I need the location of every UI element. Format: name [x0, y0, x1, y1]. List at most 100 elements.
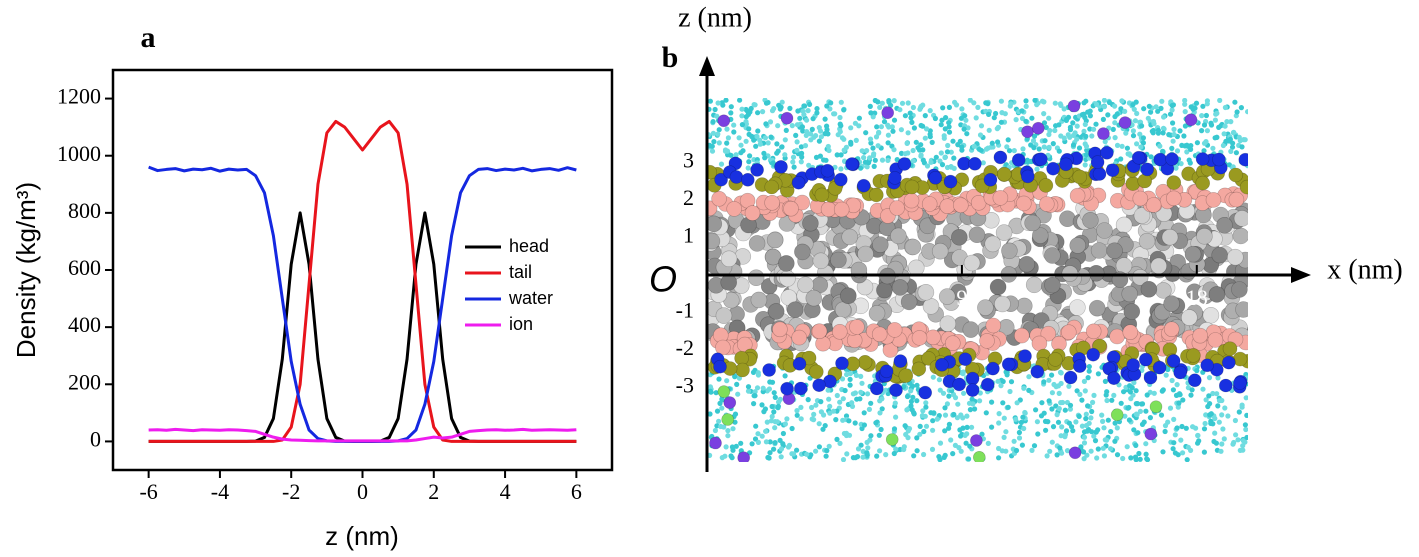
choline-bead — [983, 173, 998, 187]
water-bead — [749, 133, 755, 139]
water-bead — [708, 106, 712, 112]
tail-bead — [984, 235, 1002, 253]
water-bead — [908, 115, 914, 121]
water-bead — [850, 455, 857, 461]
glycerol-bead — [979, 333, 995, 349]
phosphate-bead — [764, 179, 780, 195]
water-bead — [1157, 143, 1163, 149]
water-bead — [960, 425, 966, 431]
water-bead — [852, 420, 858, 426]
water-bead — [959, 106, 965, 112]
glycerol-bead — [1085, 323, 1102, 340]
water-bead — [864, 164, 870, 170]
water-bead — [1057, 445, 1063, 451]
water-bead — [1194, 368, 1200, 374]
water-bead — [739, 113, 745, 119]
water-bead — [918, 153, 924, 159]
water-bead — [1208, 122, 1215, 128]
water-bead — [902, 113, 909, 119]
water-bead — [779, 99, 785, 105]
water-bead — [757, 137, 763, 143]
water-bead — [1019, 442, 1025, 448]
water-bead — [782, 421, 789, 427]
water-bead — [1062, 407, 1068, 413]
water-bead — [959, 147, 965, 153]
tail-bead — [904, 238, 922, 256]
water-bead — [1210, 145, 1216, 151]
panel-a: a z (nm) Density (kg/m³) 0 200 400 600 800 10… — [11, 21, 614, 551]
water-bead — [762, 155, 768, 161]
water-bead — [950, 391, 957, 398]
water-bead — [1214, 134, 1220, 140]
water-bead — [1070, 132, 1077, 138]
water-bead — [1082, 114, 1088, 121]
choline-bead — [897, 157, 912, 171]
water-bead — [1178, 161, 1184, 167]
water-bead — [801, 112, 807, 118]
water-bead — [874, 124, 880, 130]
water-bead — [1122, 108, 1128, 114]
water-bead — [1160, 387, 1166, 393]
water-bead — [1031, 443, 1038, 449]
water-bead — [1095, 446, 1101, 452]
phosphate-bead — [898, 368, 914, 383]
tail-bead — [812, 252, 830, 270]
tail-bead — [1232, 227, 1248, 245]
water-bead — [1081, 434, 1088, 440]
ion — [721, 413, 735, 426]
water-bead — [762, 406, 769, 412]
water-bead — [1130, 102, 1136, 108]
water-bead — [1101, 453, 1107, 459]
water-bead — [948, 437, 954, 443]
water-bead — [874, 453, 880, 459]
water-bead — [1052, 100, 1058, 106]
water-bead — [1112, 103, 1118, 109]
water-bead — [817, 128, 824, 134]
x-tick-label: 2 — [428, 479, 439, 504]
water-bead — [1162, 428, 1168, 435]
water-bead — [846, 418, 852, 424]
water-bead — [825, 387, 831, 393]
water-bead — [1006, 148, 1013, 154]
water-bead — [824, 103, 830, 109]
water-bead — [1104, 389, 1110, 395]
water-bead — [881, 119, 888, 125]
water-bead — [870, 114, 876, 120]
water-bead — [710, 130, 717, 136]
water-bead — [712, 106, 718, 113]
water-bead — [889, 124, 895, 130]
water-bead — [995, 139, 1001, 145]
water-bead — [1029, 447, 1035, 453]
tail-bead — [1196, 228, 1213, 245]
tail-bead — [1131, 268, 1149, 286]
glycerol-bead — [715, 339, 731, 356]
water-bead — [847, 370, 854, 377]
water-bead — [1001, 415, 1007, 421]
water-bead — [844, 451, 850, 457]
phosphate-bead — [1186, 348, 1201, 363]
water-bead — [1116, 382, 1122, 388]
x-arrow — [1291, 267, 1311, 283]
water-bead — [1084, 452, 1090, 458]
water-bead — [1083, 152, 1089, 158]
water-bead — [1238, 105, 1244, 111]
water-bead — [770, 160, 776, 166]
water-bead — [913, 139, 919, 145]
water-bead — [858, 442, 864, 448]
tail-bead — [764, 248, 782, 266]
water-bead — [1033, 407, 1039, 413]
water-bead — [730, 426, 736, 432]
water-bead — [938, 122, 944, 128]
tail-bead — [989, 278, 1007, 296]
x-axis-label: z (nm) — [325, 521, 399, 551]
water-bead — [989, 424, 995, 430]
glycerol-bead — [726, 201, 743, 217]
water-bead — [1112, 438, 1118, 444]
ion — [709, 436, 722, 450]
water-bead — [715, 131, 721, 137]
water-bead — [1153, 104, 1159, 110]
water-bead — [928, 159, 934, 165]
water-bead — [963, 117, 969, 123]
water-bead — [1073, 419, 1079, 425]
water-bead — [866, 406, 873, 412]
